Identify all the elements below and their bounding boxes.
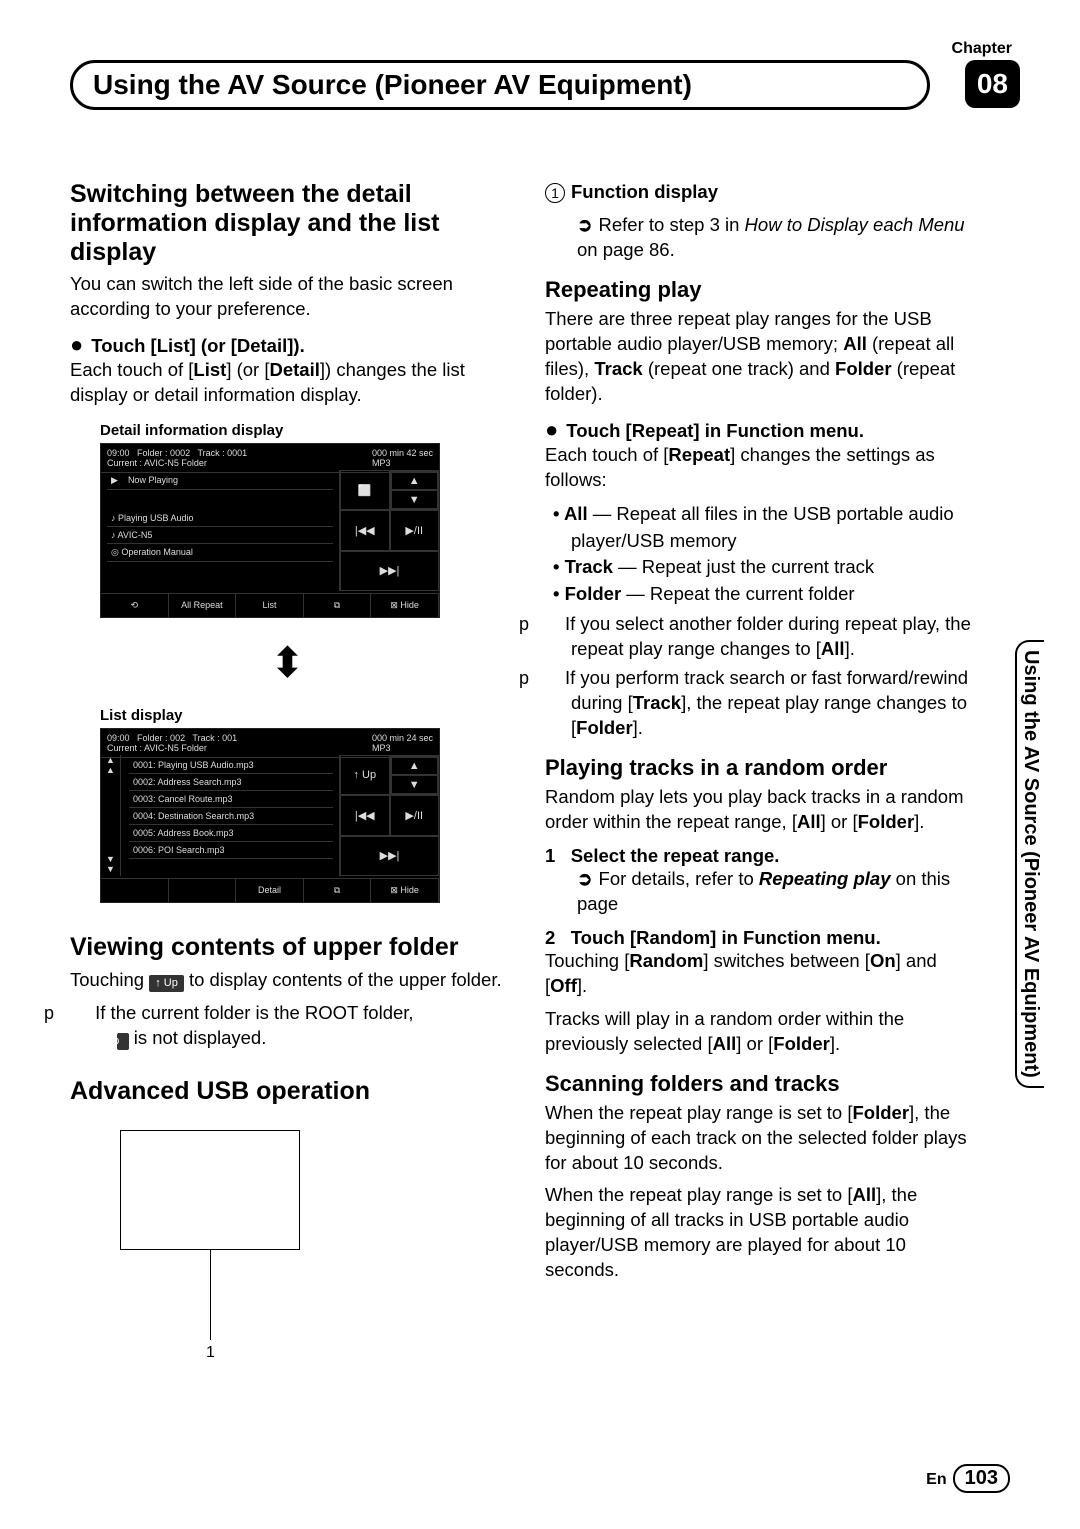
placeholder-figure xyxy=(120,1130,300,1250)
random-step-1: 1 Select the repeat range. xyxy=(545,845,980,867)
updown-arrow-icon: ⬍ xyxy=(70,638,505,687)
repeating-play-body: There are three repeat play ranges for t… xyxy=(545,307,980,407)
section-switching-title: Switching between the detail information… xyxy=(70,180,505,266)
side-tab: Using the AV Source (Pioneer AV Equipmen… xyxy=(1015,640,1044,1088)
page-footer: En103 xyxy=(926,1464,1010,1493)
up-button-icon: ↑ Up xyxy=(117,1033,129,1050)
repeating-play-title: Repeating play xyxy=(545,277,980,303)
repeat-note-2: pIf you perform track search or fast for… xyxy=(545,666,980,741)
page-title: Using the AV Source (Pioneer AV Equipmen… xyxy=(70,60,930,110)
side-btn[interactable]: ⬜ xyxy=(340,470,390,510)
section-advanced-usb-title: Advanced USB operation xyxy=(70,1077,505,1106)
random-order-title: Playing tracks in a random order xyxy=(545,755,980,781)
bottom-btn[interactable]: ⟲ xyxy=(101,594,169,617)
list-screenshot: 09:00 Folder : 002 Track : 001 000 min 2… xyxy=(100,728,440,903)
list-button[interactable]: List xyxy=(236,594,304,617)
upper-folder-note: p If the current folder is the ROOT fold… xyxy=(70,1001,505,1051)
hide-button[interactable]: ⊠ Hide xyxy=(371,879,439,902)
prev-button[interactable]: |◀◀ xyxy=(340,795,390,835)
step-touch-list-body: Each touch of [List] (or [Detail]) chang… xyxy=(70,358,505,408)
step-touch-repeat: ●Touch [Repeat] in Function menu. xyxy=(545,417,980,443)
next-button[interactable]: ▶▶| xyxy=(340,836,439,876)
repeat-options-list: All — Repeat all files in the USB portab… xyxy=(545,501,980,608)
hide-button[interactable]: ⊠ Hide xyxy=(371,594,439,617)
prev-button[interactable]: |◀◀ xyxy=(340,510,390,550)
scanning-p1: When the repeat play range is set to [Fo… xyxy=(545,1101,980,1176)
bottom-btn[interactable]: All Repeat xyxy=(169,594,237,617)
next-button[interactable]: ▶▶| xyxy=(340,551,439,591)
play-button[interactable]: ▶/II xyxy=(390,795,440,835)
step-touch-list: ●Touch [List] (or [Detail]). xyxy=(70,332,505,358)
bottom-btn[interactable]: ⧉ xyxy=(304,879,372,902)
play-button[interactable]: ▶/II xyxy=(390,510,440,550)
circled-1-icon: 1 xyxy=(545,183,565,203)
chapter-number: 08 xyxy=(965,60,1020,108)
up-button-icon: ↑ Up xyxy=(149,975,184,992)
caption-detail-display: Detail information display xyxy=(100,422,505,439)
placeholder-leader xyxy=(210,1250,211,1340)
scanning-p2: When the repeat play range is set to [Al… xyxy=(545,1183,980,1283)
detail-screenshot: 09:00 Folder : 0002 Track : 0001 000 min… xyxy=(100,443,440,618)
random-order-body: Random play lets you play back tracks in… xyxy=(545,785,980,835)
bottom-btn[interactable]: ⧉ xyxy=(304,594,372,617)
left-column: Switching between the detail information… xyxy=(70,180,505,1362)
repeat-note-1: pIf you select another folder during rep… xyxy=(545,612,980,662)
placeholder-number: 1 xyxy=(206,1344,505,1362)
section-upper-folder-title: Viewing contents of upper folder xyxy=(70,933,505,962)
right-column: 1Function display ➲Refer to step 3 in Ho… xyxy=(545,180,980,1362)
random-step-2: 2 Touch [Random] in Function menu. xyxy=(545,927,980,949)
random-step-2-body: Touching [Random] switches between [On] … xyxy=(545,949,980,999)
scanning-title: Scanning folders and tracks xyxy=(545,1071,980,1097)
section-switching-body: You can switch the left side of the basi… xyxy=(70,272,505,322)
step-touch-repeat-body: Each touch of [Repeat] changes the setti… xyxy=(545,443,980,493)
detail-button[interactable]: Detail xyxy=(236,879,304,902)
function-display-item: 1Function display xyxy=(545,180,980,205)
chapter-label: Chapter xyxy=(952,40,1012,58)
section-upper-folder-body: Touching ↑ Up to display contents of the… xyxy=(70,968,505,993)
function-display-ref: ➲Refer to step 3 in How to Display each … xyxy=(545,213,980,263)
random-tail: Tracks will play in a random order withi… xyxy=(545,1007,980,1057)
caption-list-display: List display xyxy=(100,707,505,724)
page-number: 103 xyxy=(953,1464,1010,1493)
bottom-btn[interactable] xyxy=(101,879,169,902)
bottom-btn[interactable] xyxy=(169,879,237,902)
up-folder-button[interactable]: ↑ Up xyxy=(340,755,390,795)
random-step-1-ref: ➲For details, refer to Repeating play on… xyxy=(545,867,980,917)
